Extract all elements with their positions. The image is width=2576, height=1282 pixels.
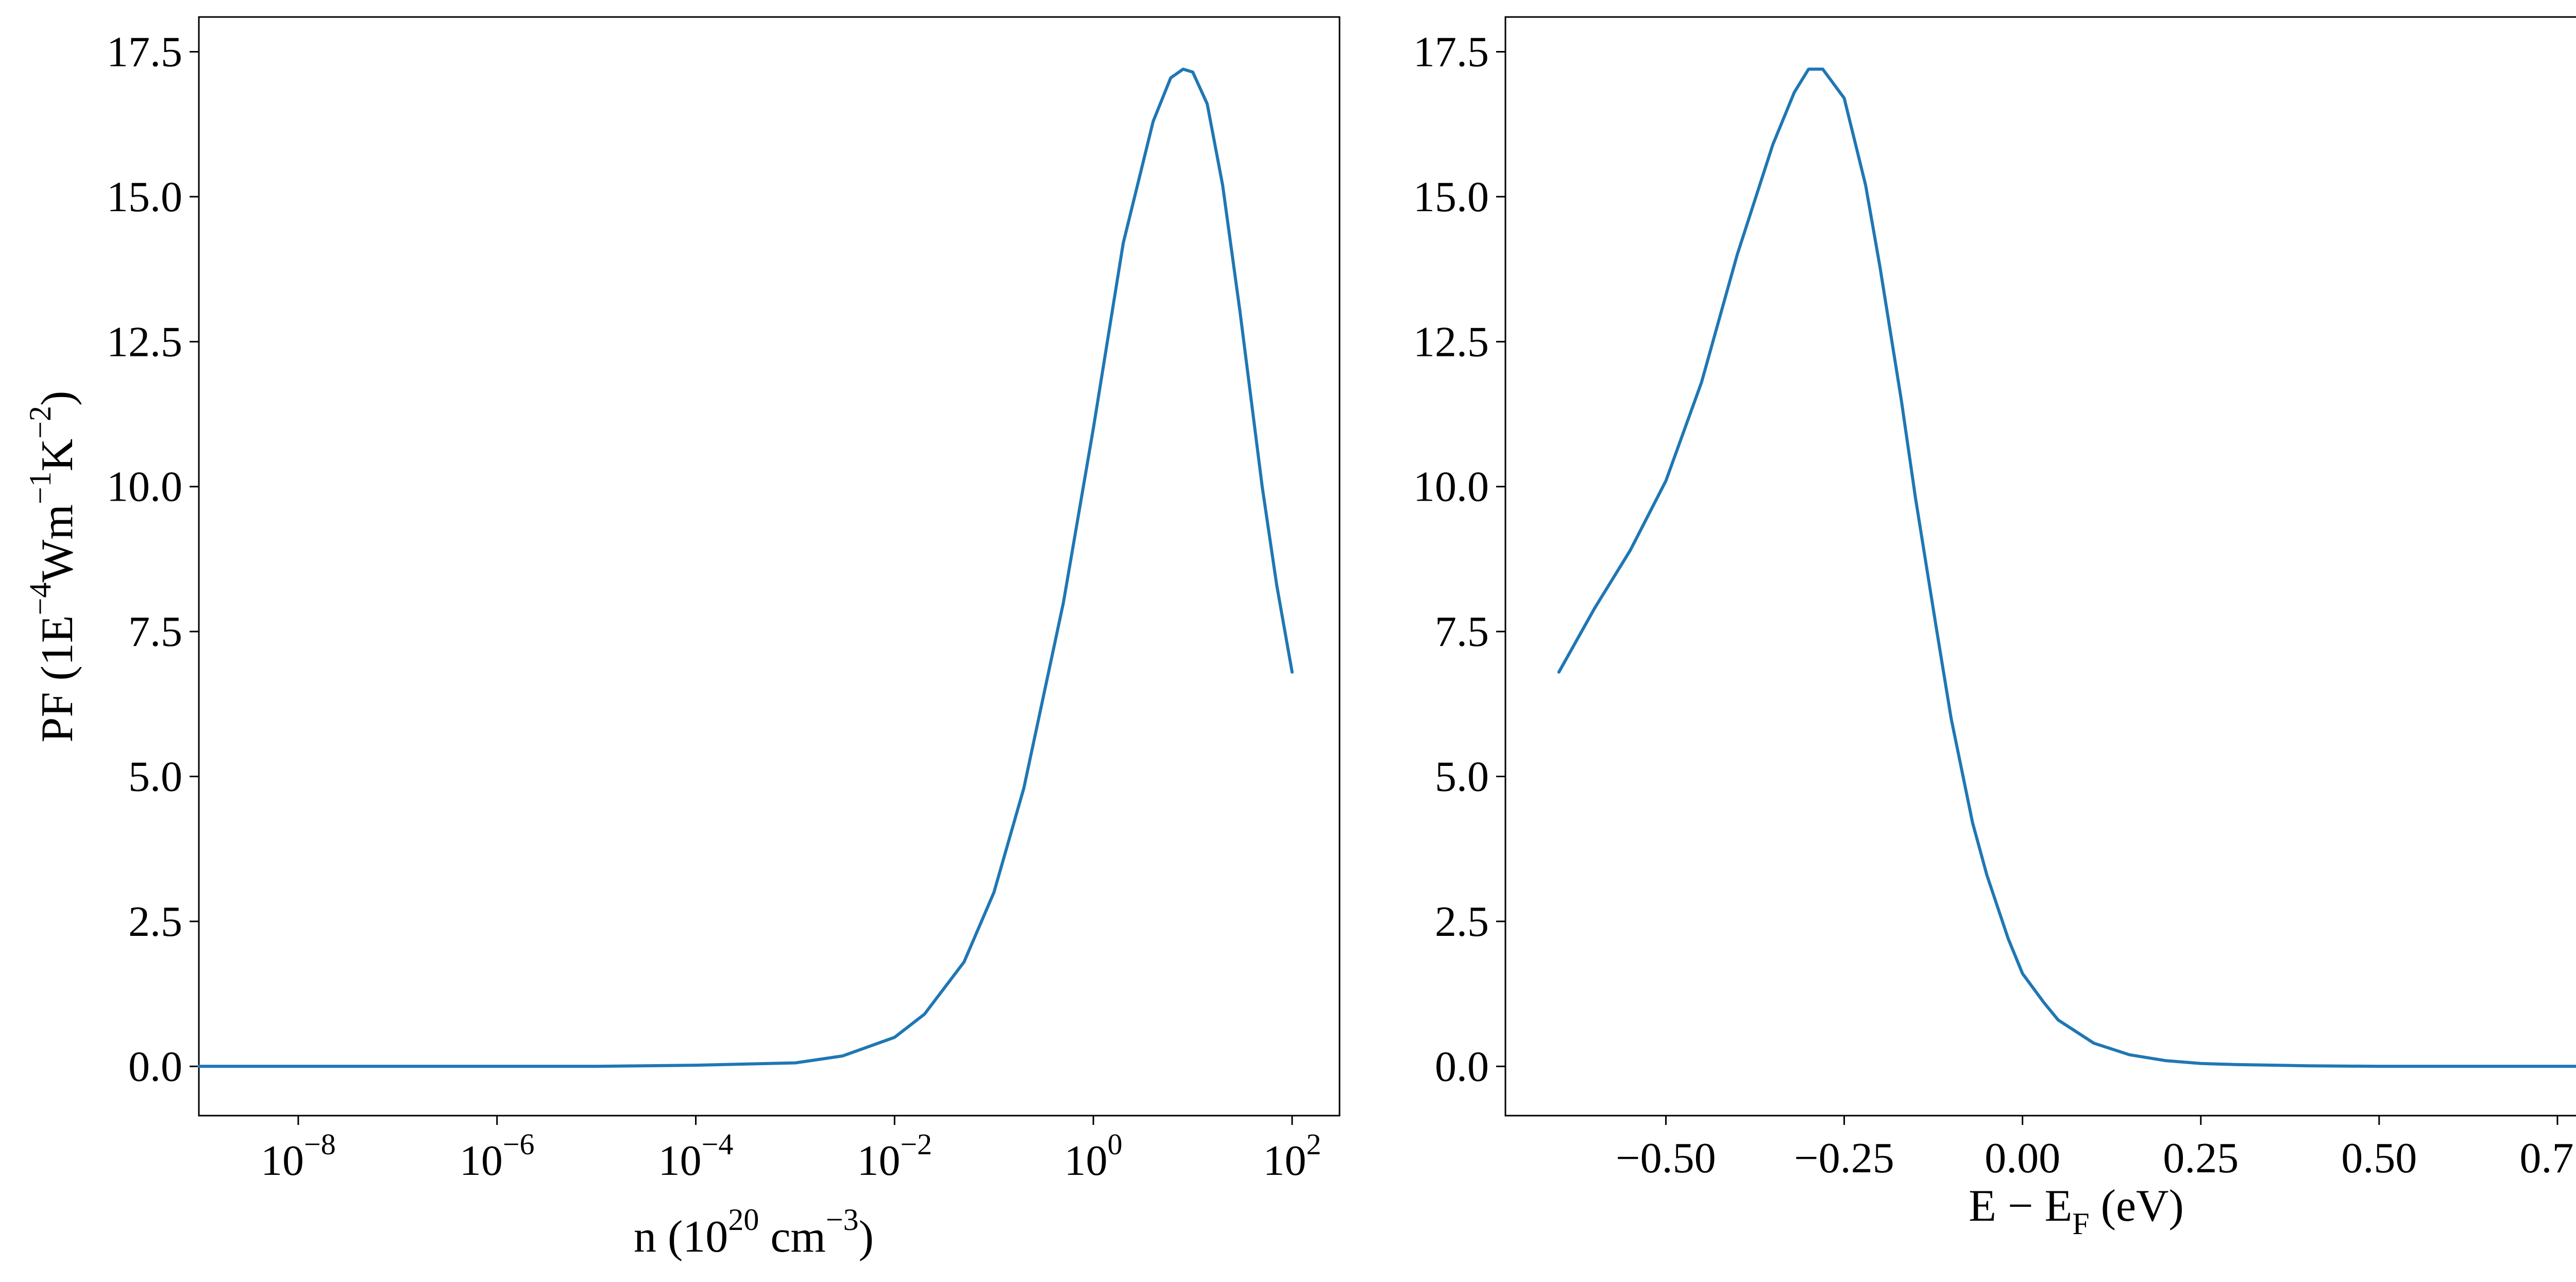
chart-left-power-factor-vs-carrier-concentration: 0.02.55.07.510.012.515.017.5 10−8 10−6 10−… — [23, 16, 1341, 1262]
series-line-right — [1557, 67, 2576, 1068]
x-tick-label: 102 — [1263, 1127, 1321, 1185]
x-axis-ticks-left: 10−8 10−6 10−4 10−2 100 102 — [261, 1116, 1321, 1185]
y-tick-label: 0.0 — [128, 1042, 182, 1090]
y-tick-label: 7.5 — [128, 608, 182, 656]
y-axis-ticks-left: 0.0 2.5 5.0 7.5 10.0 12.5 15.0 17.5 — [107, 28, 199, 1090]
x-axis-label-left: n (1020 cm−3) — [634, 1203, 874, 1262]
chart-right-power-factor-vs-energy: 0.0 2.5 5.0 7.5 10.0 12.5 15.0 17.5 −0.50 −0.25 0… — [1413, 16, 2576, 1241]
x-tick-label: −0.50 — [1616, 1134, 1716, 1182]
x-tick-label: 10−8 — [261, 1127, 336, 1185]
y-tick-label: 0.0 — [1435, 1042, 1489, 1090]
series-line-left — [197, 67, 1294, 1068]
y-tick-label: 2.5 — [1435, 898, 1489, 946]
y-tick-label: 2.5 — [128, 898, 182, 946]
x-tick-label: 0.00 — [1985, 1134, 2060, 1182]
plot-frame-right — [1504, 16, 2576, 1117]
y-tick-label: 17.5 — [107, 28, 182, 76]
y-tick-label: 10.0 — [1413, 463, 1489, 511]
y-tick-label: 15.0 — [1413, 173, 1489, 221]
x-tick-label: −0.25 — [1794, 1134, 1894, 1182]
y-tick-label: 5.0 — [1435, 753, 1489, 801]
plot-frame-left — [198, 16, 1341, 1117]
x-tick-label: 0.25 — [2163, 1134, 2239, 1182]
y-axis-ticks-right: 0.0 2.5 5.0 7.5 10.0 12.5 15.0 17.5 — [1413, 28, 1505, 1090]
x-tick-label: 0.75 — [2519, 1134, 2576, 1182]
y-tick-label: 15.0 — [107, 173, 182, 221]
y-tick-label: 10.0 — [107, 463, 182, 511]
y-tick-label: 7.5 — [1435, 608, 1489, 656]
y-tick-label: 17.5 — [1413, 28, 1489, 76]
y-tick-label: 12.5 — [107, 318, 182, 366]
x-tick-label: 10−2 — [857, 1127, 932, 1185]
x-tick-label: 10−6 — [460, 1127, 535, 1185]
x-tick-label: 10−4 — [658, 1127, 734, 1185]
y-axis-label-left: PF (1E−4Wm−1K−2) — [23, 391, 82, 743]
y-tick-label: 5.0 — [128, 753, 182, 801]
x-axis-label-right: E − EF (eV) — [1969, 1181, 2184, 1241]
y-tick-label: 12.5 — [1413, 318, 1489, 366]
x-tick-label: 0.50 — [2341, 1134, 2417, 1182]
x-axis-ticks-right: −0.50 −0.25 0.00 0.25 0.50 0.75 — [1616, 1116, 2576, 1182]
x-tick-label: 100 — [1064, 1127, 1123, 1185]
